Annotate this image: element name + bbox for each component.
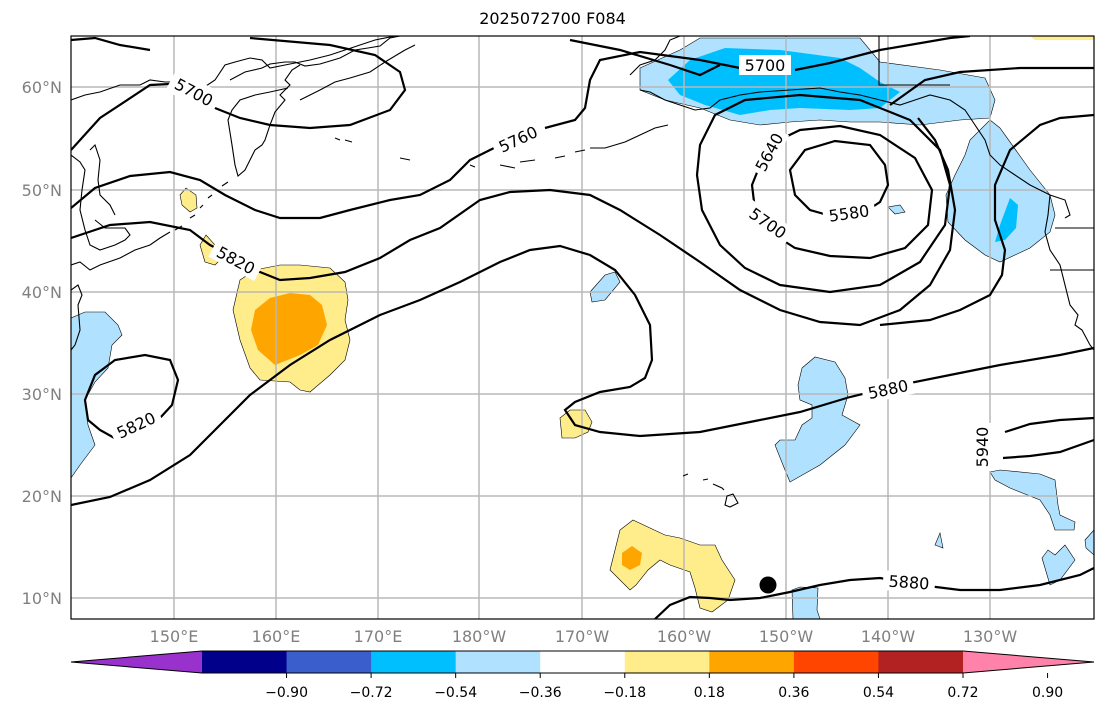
height-contours <box>71 36 1094 619</box>
colorbar-tick-label: −0.36 <box>519 685 562 701</box>
contour-5580-ring <box>788 139 890 219</box>
lat-label-30n: 30°N <box>22 385 62 404</box>
contour-5760-ring <box>889 66 1094 106</box>
anomaly-region-southeast-2 <box>1084 529 1094 556</box>
coastline-japan <box>71 231 171 351</box>
border-alaska-canada <box>878 36 950 86</box>
colorbar-tick-label: 0.90 <box>1032 685 1063 701</box>
anomaly-region-hawaii-south-core <box>622 546 642 570</box>
station-dot-marker <box>759 576 777 594</box>
colorbar-segment <box>455 651 541 673</box>
contour-5760-east <box>544 50 741 130</box>
lat-label-20n: 20°N <box>22 487 62 506</box>
contour-5820-ring-east <box>879 113 1094 327</box>
contour-5880-south <box>654 567 1094 619</box>
colorbar-tick-label: 0.36 <box>778 685 809 701</box>
colorbar-tick-label: −0.18 <box>603 685 646 701</box>
anomaly-region-kuroshio-core <box>251 293 327 365</box>
latitude-axis: 60°N 50°N 40°N 30°N 20°N 10°N <box>22 78 62 608</box>
anomaly-region-southeast-3 <box>934 531 944 549</box>
contour-5700-ring <box>695 93 952 294</box>
colorbar-segment <box>878 651 964 673</box>
coastline-kamchatka-east <box>299 44 416 101</box>
lon-label-170e: 170°E <box>354 627 403 646</box>
lon-label-130w: 130°W <box>963 627 1018 646</box>
colorbar-extend-high <box>963 651 1094 673</box>
colorbar-tick-label: 0.18 <box>694 685 725 701</box>
colorbar-tick-label: −0.72 <box>350 685 393 701</box>
border-us-canada <box>1050 227 1094 271</box>
contour-label-5640: 5640 <box>751 130 787 175</box>
anomaly-region-bc-core <box>995 198 1018 242</box>
colorbar-segment <box>202 651 288 673</box>
anomaly-region-south-hawaii <box>791 586 821 619</box>
colorbar-tick-label: 0.54 <box>863 685 894 701</box>
colorbar-segment <box>793 651 879 673</box>
positive-anomaly-shading <box>179 36 1094 613</box>
contour-label-5880-south: 5880 <box>888 572 930 594</box>
lon-label-170w: 170°W <box>555 627 610 646</box>
colorbar-outline <box>70 650 1095 674</box>
coastline-north-america-west <box>1044 194 1094 351</box>
contour-label-5820-north: 5820 <box>213 242 258 278</box>
contour-label-5940: 5940 <box>973 427 992 468</box>
colorbar-tick-label: −0.90 <box>265 685 308 701</box>
contour-label-5580: 5580 <box>828 201 871 225</box>
anomaly-region-west-pacific <box>71 311 123 479</box>
anomaly-region-ne-corner <box>1030 36 1094 40</box>
anomaly-region-small-1 <box>589 271 621 303</box>
anomaly-region-midway <box>559 409 593 439</box>
colorbar-tick-label: −0.54 <box>434 685 477 701</box>
coastline-kamchatka <box>227 64 301 177</box>
lat-label-50n: 50°N <box>22 181 62 200</box>
contour-5700-west <box>71 36 407 151</box>
anomaly-region-bc-coast <box>945 119 1056 263</box>
lat-label-40n: 40°N <box>22 283 62 302</box>
map-title: 2025072700 F084 <box>479 9 626 28</box>
anomaly-region-southeast-1 <box>1041 544 1076 586</box>
contour-label-5700-alaska: 5700 <box>745 56 786 75</box>
colorbar-tick-label: 0.72 <box>947 685 978 701</box>
contour-5880-meander <box>71 244 1094 507</box>
coastline-okhotsk-north <box>229 36 401 81</box>
lon-label-150e: 150°E <box>150 627 199 646</box>
lon-label-180w: 180°W <box>452 627 507 646</box>
longitude-axis: 150°E 160°E 170°E 180°W 170°W 160°W 150°… <box>150 627 1018 646</box>
colorbar-extend-low <box>71 651 202 673</box>
colorbar-segment <box>709 651 795 673</box>
anomaly-region-central-pacific <box>774 356 861 483</box>
map-plot-area <box>71 36 1094 619</box>
lat-label-10n: 10°N <box>22 589 62 608</box>
lon-label-150w: 150°W <box>759 627 814 646</box>
anomaly-region-east-pacific <box>989 469 1076 531</box>
lon-label-140w: 140°W <box>861 627 916 646</box>
contour-5700-loop <box>71 36 721 77</box>
lat-label-60n: 60°N <box>22 78 62 97</box>
plot-frame <box>70 35 1095 620</box>
colorbar-segment <box>371 651 457 673</box>
colorbar-segment <box>286 651 372 673</box>
anomaly-region-small-2 <box>887 204 906 215</box>
coastline-hawaii <box>682 473 739 508</box>
graticule <box>71 36 1094 619</box>
coastline-siberia <box>71 36 396 101</box>
contour-5700-alaska <box>794 36 971 72</box>
lon-label-160w: 160°W <box>657 627 712 646</box>
colorbar-segment <box>624 651 710 673</box>
coastline-asia-mainland <box>71 154 131 251</box>
coastline-aleutians <box>334 124 669 169</box>
contour-label-5820-low: 5820 <box>114 408 159 442</box>
contour-5760-west <box>71 144 501 220</box>
colorbar: −0.90 −0.72 −0.54 −0.36 −0.18 0.18 0.36 0.54 0.7… <box>70 650 1095 701</box>
coastline-sakhalin <box>89 143 116 216</box>
lon-label-160e: 160°E <box>252 627 301 646</box>
contour-label-5880-mid: 5880 <box>866 376 910 403</box>
colorbar-segment <box>540 651 626 673</box>
contour-5940 <box>1002 416 1094 460</box>
anomaly-region-small-yellow-1 <box>179 187 198 213</box>
